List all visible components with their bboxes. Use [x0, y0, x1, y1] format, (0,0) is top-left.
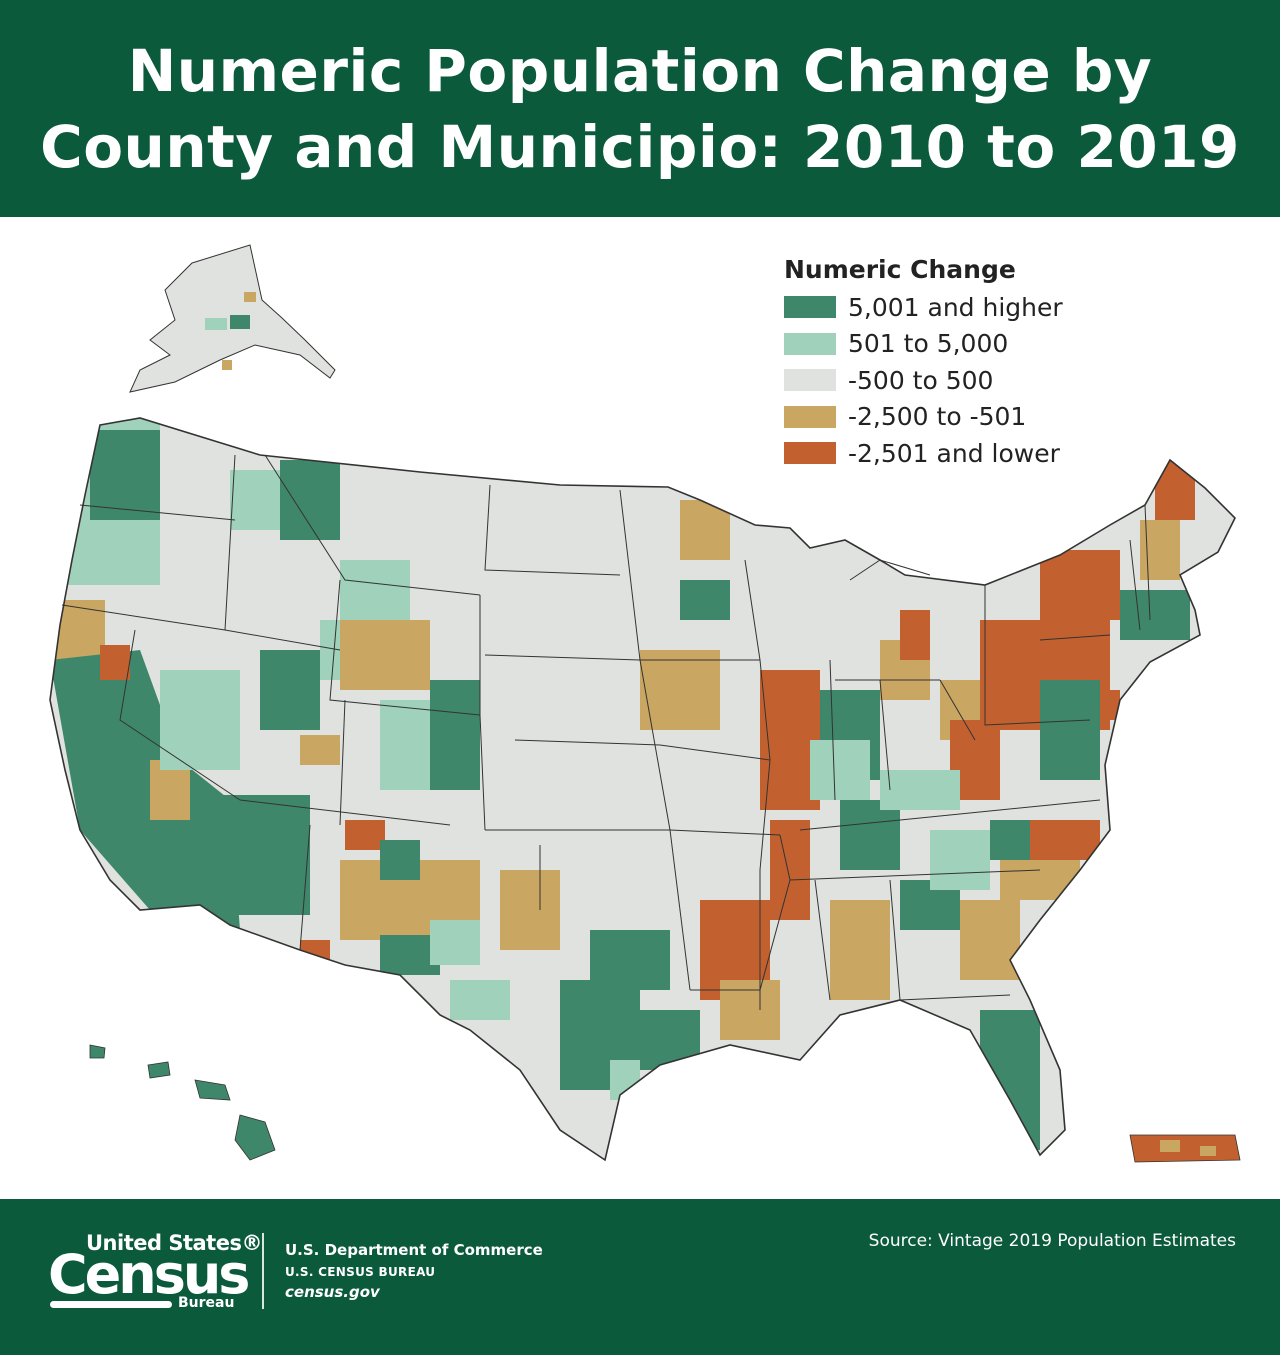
legend-item: -2,500 to -501: [784, 399, 1124, 436]
contiguous-us: [49, 417, 1236, 1162]
legend-label: 501 to 5,000: [848, 329, 1009, 359]
logo-census: Census: [48, 1243, 250, 1306]
map-title-line2: County and Municipio: 2010 to 2019: [40, 112, 1240, 181]
logo-bureau: Bureau: [178, 1295, 235, 1311]
hawaii-oahu: [147, 1061, 171, 1079]
logo-united-states: United States®: [86, 1231, 262, 1255]
alaska: [129, 244, 336, 393]
choropleth-map: [49, 244, 1241, 1163]
alaska-growth-region: [230, 315, 250, 329]
map-area: [0, 217, 1280, 1199]
puerto-rico: [1129, 1134, 1241, 1163]
puerto-rico-moderate-decline-east: [1200, 1146, 1216, 1156]
legend-swatch: [784, 332, 836, 355]
alaska-decline-south: [222, 360, 232, 370]
website-link[interactable]: census.gov: [285, 1283, 380, 1301]
hawaii-kauai: [89, 1044, 106, 1059]
footer-divider: [262, 1233, 264, 1309]
legend-label: -2,501 and lower: [848, 438, 1060, 468]
legend-item: 5,001 and higher: [784, 289, 1124, 326]
map-legend: Numeric Change 5,001 and higher 501 to 5…: [784, 255, 1124, 472]
hawaii-big-island: [234, 1114, 276, 1161]
state-boundaries: [49, 417, 1236, 1162]
map-title-line1: Numeric Population Change by: [127, 36, 1153, 105]
legend-swatch: [784, 405, 836, 428]
department-name: U.S. Department of Commerce: [285, 1241, 543, 1259]
footer-bar: United States® Census Bureau U.S. Depart…: [0, 1199, 1280, 1355]
legend-swatch: [784, 296, 836, 319]
legend-swatch: [784, 442, 836, 465]
legend-item: -2,501 and lower: [784, 435, 1124, 472]
puerto-rico-shape: [1129, 1134, 1241, 1163]
logo-underline: [50, 1301, 172, 1308]
legend-label: -2,500 to -501: [848, 402, 1027, 432]
title-banner: Numeric Population Change by County and …: [0, 0, 1280, 217]
legend-item: 501 to 5,000: [784, 326, 1124, 363]
legend-item: -500 to 500: [784, 362, 1124, 399]
alaska-decline: [244, 292, 256, 302]
puerto-rico-moderate-decline: [1160, 1140, 1180, 1152]
legend-swatch: [784, 369, 836, 392]
legend-label: 5,001 and higher: [848, 292, 1063, 322]
hawaii-maui: [194, 1079, 231, 1101]
alaska-moderate-growth: [205, 318, 227, 330]
source-note: Source: Vintage 2019 Population Estimate…: [868, 1231, 1236, 1251]
hawaii: [89, 1044, 276, 1161]
census-logo[interactable]: United States® Census Bureau: [48, 1231, 262, 1311]
legend-label: -500 to 500: [848, 365, 994, 395]
legend-title: Numeric Change: [784, 255, 1016, 284]
bureau-name: U.S. CENSUS BUREAU: [285, 1265, 436, 1279]
